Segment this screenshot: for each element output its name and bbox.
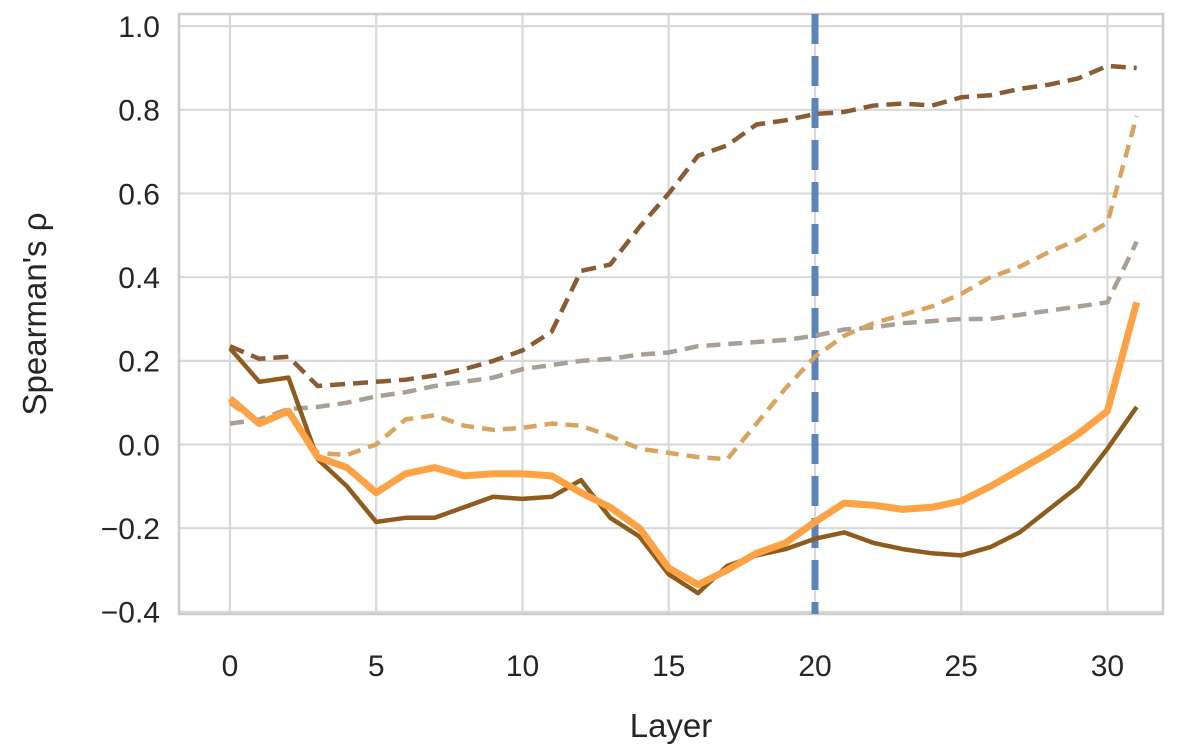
y-axis-label: Spearman's ρ (16, 213, 53, 416)
x-tick-label: 30 (1091, 650, 1124, 683)
y-tick-label: 0.8 (118, 95, 160, 128)
x-axis-label: Layer (630, 707, 713, 744)
y-tick-label: 0.6 (118, 178, 160, 211)
series-line-orange-solid (227, 301, 1141, 589)
x-tick-label: 15 (652, 650, 685, 683)
y-tick-label: 0.4 (118, 262, 160, 295)
x-tick-label: 5 (368, 650, 385, 683)
x-tick-label: 0 (222, 650, 239, 683)
chart-root: 1.0 0.8 0.6 0.4 0.2 0.0 −0.2 −0.4 0 5 10 15 20 25 30 (101, 11, 1165, 683)
y-tick-label: 0.0 (118, 429, 160, 462)
series-line-tan-dashed (228, 115, 1139, 462)
plot-border (177, 12, 1165, 616)
series-line-dark-brown-dashed (229, 63, 1137, 389)
x-tick-label: 20 (798, 650, 831, 683)
series-line-gray-dashed (229, 240, 1139, 426)
series-line-dark-brown-solid (228, 346, 1139, 596)
y-tick-label: 0.2 (118, 346, 160, 379)
y-tick-label: −0.4 (101, 597, 160, 630)
y-tick-label: −0.2 (101, 513, 160, 546)
x-tick-label: 25 (945, 650, 978, 683)
y-tick-label: 1.0 (118, 11, 160, 44)
x-tick-label: 10 (506, 650, 539, 683)
